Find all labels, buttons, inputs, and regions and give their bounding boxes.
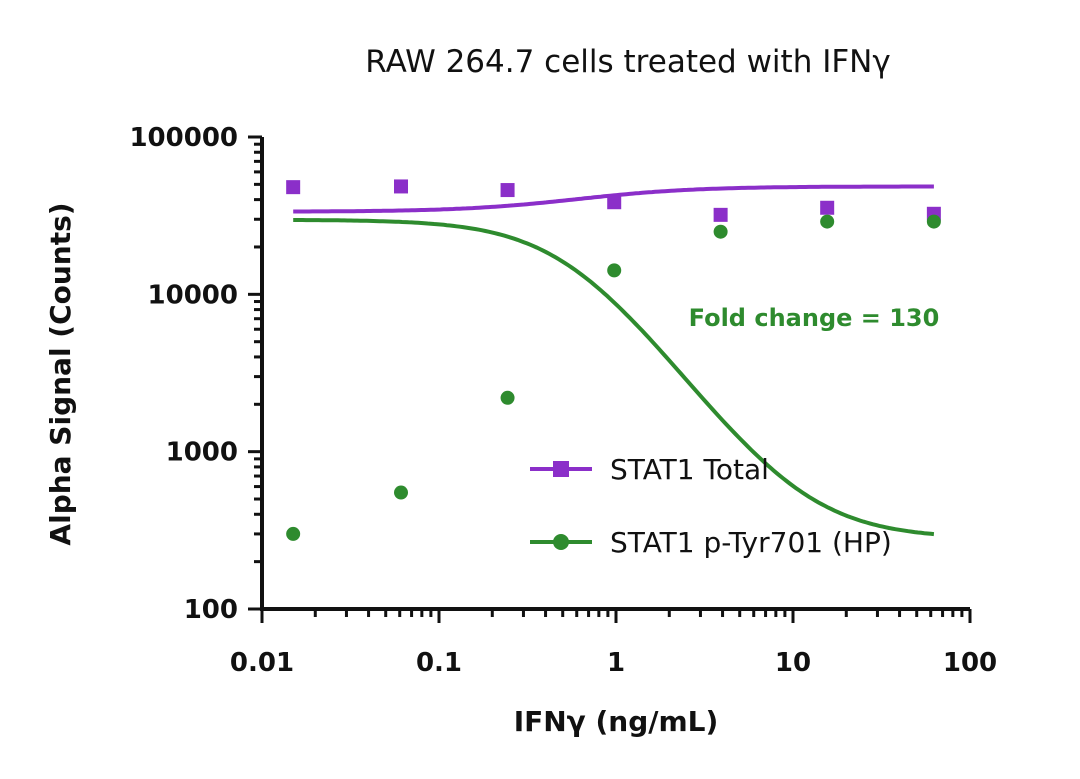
y-tick-label: 1000 xyxy=(166,438,238,468)
fit-curve-1 xyxy=(293,218,935,537)
x-tick-label: 0.1 xyxy=(416,648,462,678)
y-axis: 100 1000 10000 100000 xyxy=(129,123,264,625)
legend-marker-0 xyxy=(553,461,569,477)
series-1-point xyxy=(926,214,941,229)
series-1-point xyxy=(286,526,301,541)
y-axis-title: Alpha Signal (Counts) xyxy=(44,202,77,545)
legend-label-0: STAT1 Total xyxy=(610,453,769,486)
series-1-point xyxy=(713,224,728,239)
series-0-point xyxy=(607,195,622,210)
y-tick-label: 10000 xyxy=(148,280,238,310)
x-tick-label: 100 xyxy=(943,648,997,678)
legend-label-1: STAT1 p-Tyr701 (HP) xyxy=(610,526,892,559)
series-1-point xyxy=(607,263,622,278)
series-0-point xyxy=(286,180,301,195)
y-tick-label: 100 xyxy=(184,595,238,625)
chart-title: RAW 264.7 cells treated with IFNγ xyxy=(365,44,890,80)
fold-change-annotation: Fold change = 130 xyxy=(689,304,940,332)
series-0-point xyxy=(820,200,835,215)
series-0-point xyxy=(500,183,515,198)
series-1-point xyxy=(394,485,409,500)
x-axis-title: IFNγ (ng/mL) xyxy=(514,705,719,738)
series-1-point xyxy=(820,214,835,229)
x-tick-label: 1 xyxy=(607,648,625,678)
series-1-point xyxy=(500,390,515,405)
legend-marker-1 xyxy=(553,534,569,550)
series-0-point xyxy=(394,179,409,194)
x-tick-label: 0.01 xyxy=(230,648,294,678)
x-axis: 0.01 0.1 1 10 100 xyxy=(230,607,997,678)
plot-area xyxy=(286,179,941,541)
legend: STAT1 Total STAT1 p-Tyr701 (HP) xyxy=(530,453,892,559)
y-tick-label: 100000 xyxy=(129,123,238,153)
series-0-point xyxy=(713,207,728,222)
x-tick-label: 10 xyxy=(775,648,811,678)
